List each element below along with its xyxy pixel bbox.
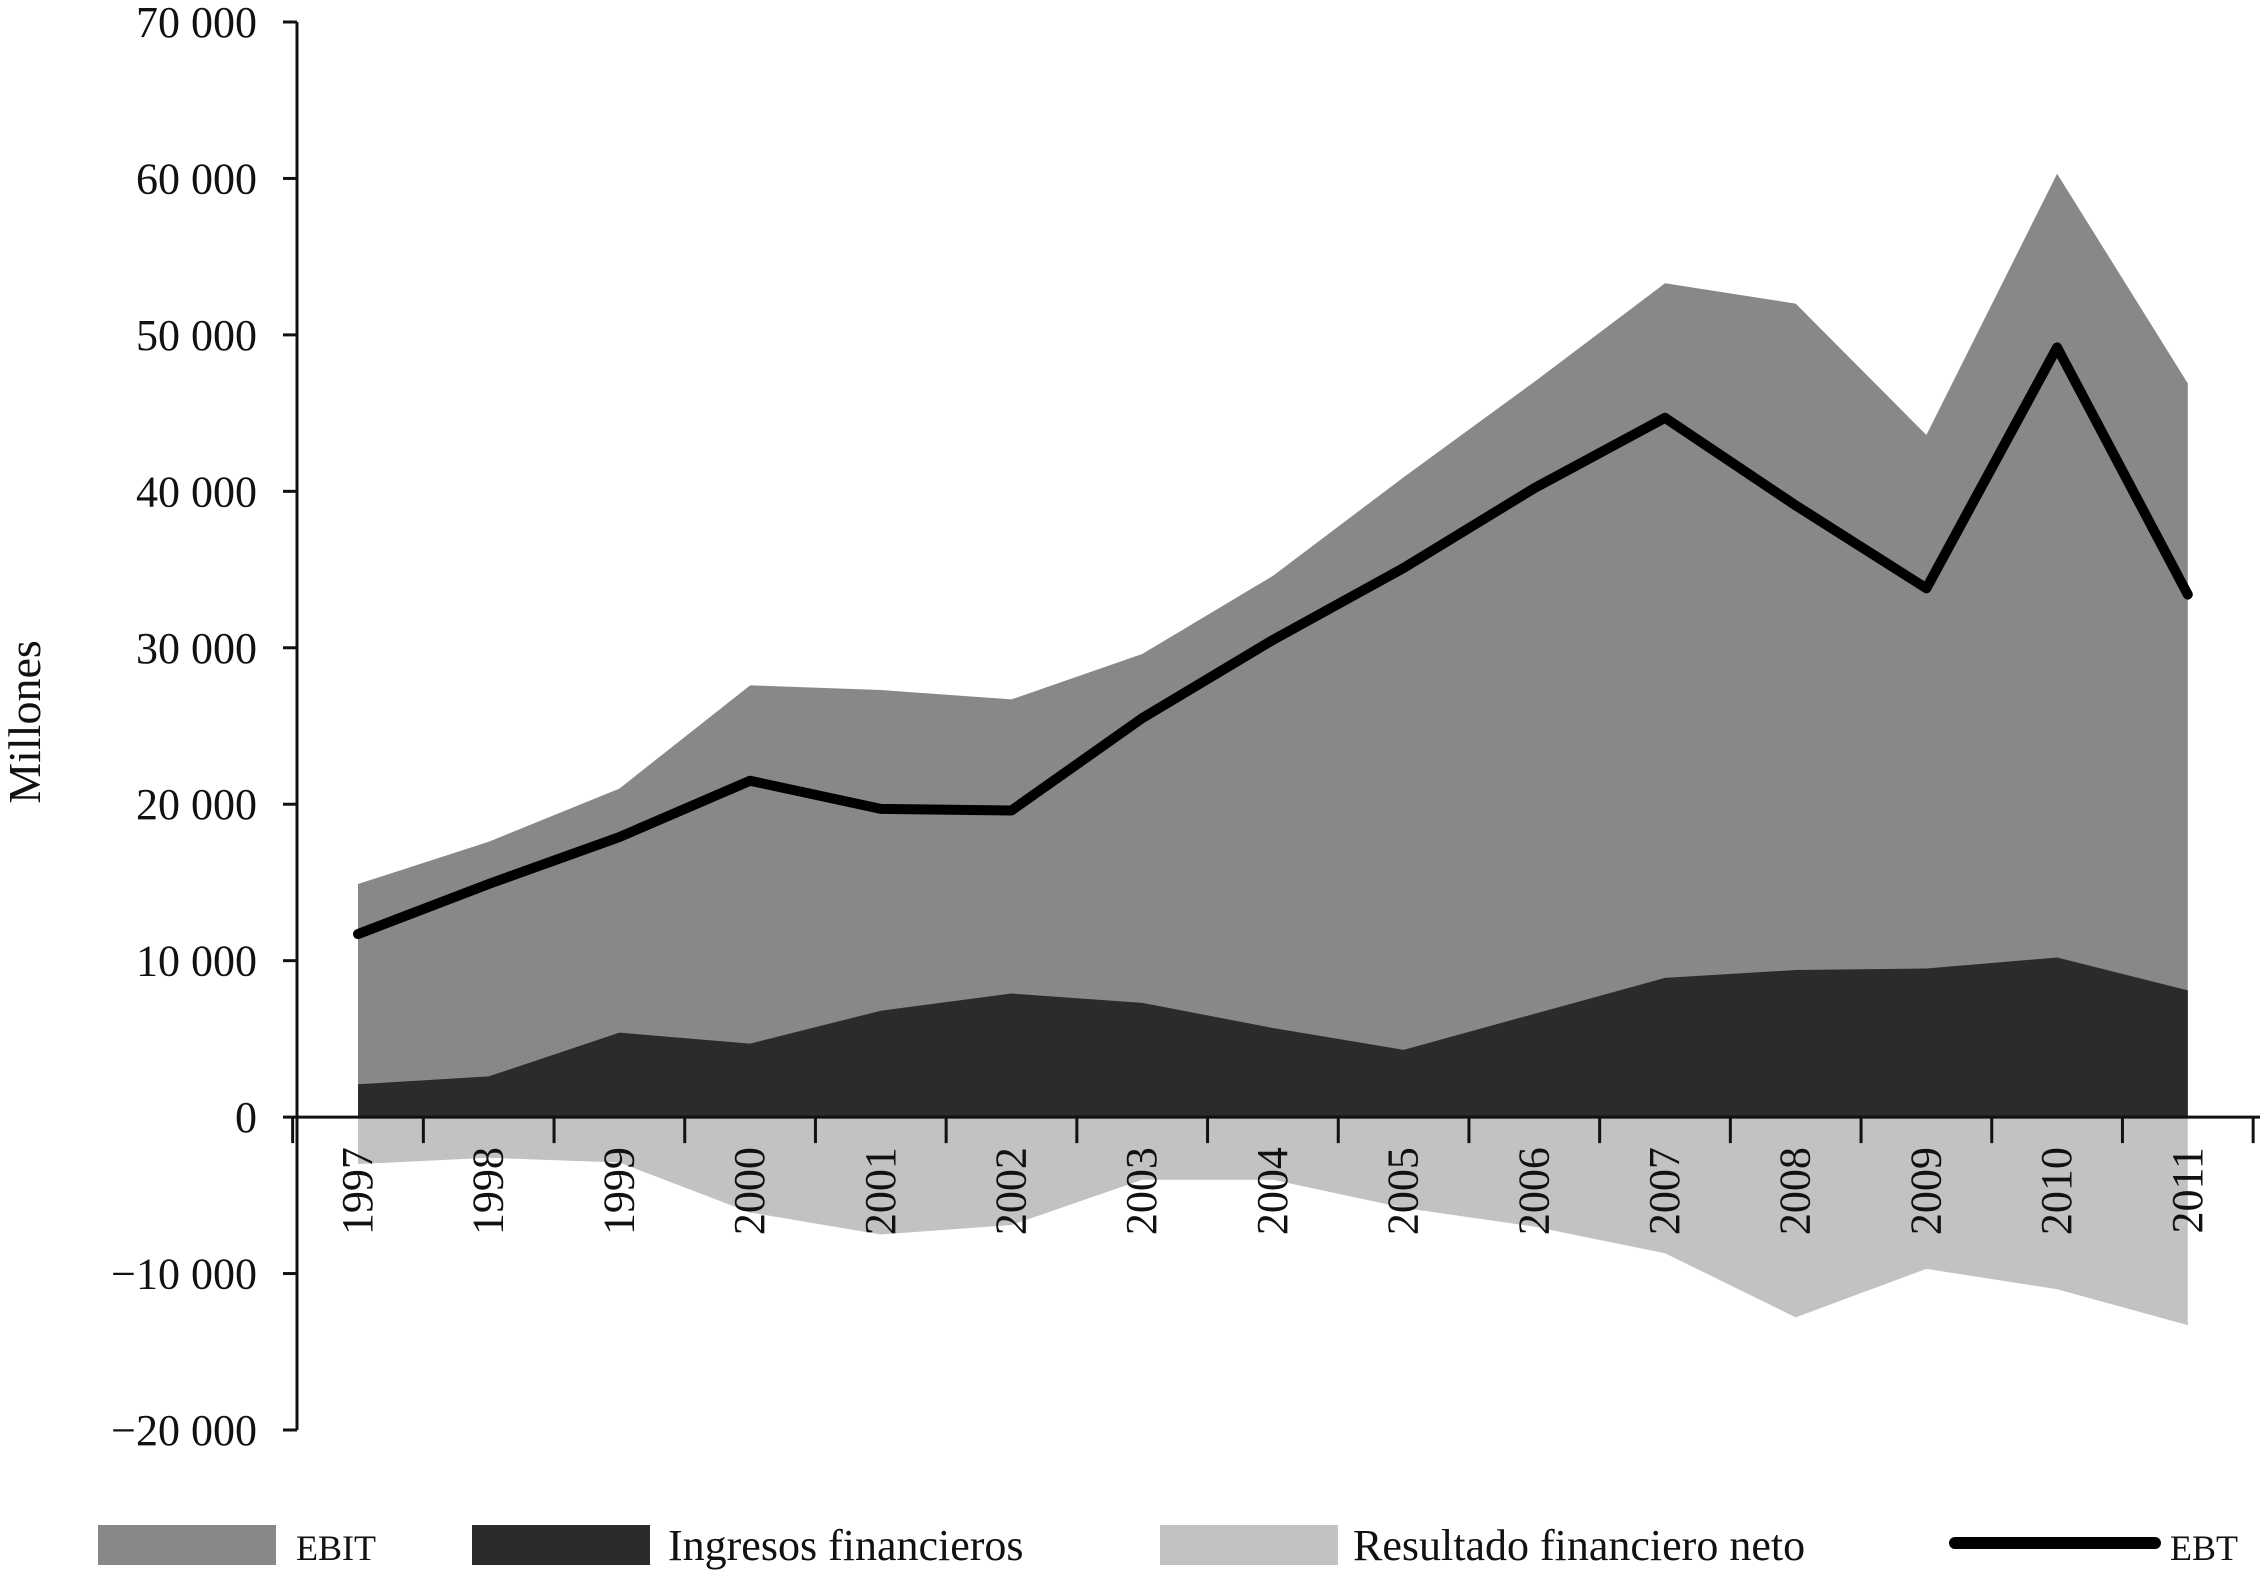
- legend-ebit-label: EBIT: [296, 1528, 376, 1568]
- x-tick-label-2010: 2010: [2032, 1147, 2081, 1235]
- x-tick-label-2004: 2004: [1248, 1147, 1297, 1235]
- x-tick-label-1997: 1997: [333, 1147, 382, 1235]
- y-axis-label: Millones: [0, 640, 50, 804]
- y-tick-label: 40 000: [136, 467, 257, 516]
- y-tick-label: −10 000: [111, 1250, 257, 1299]
- x-tick-layer: 1997 1998 1999 2000 2001 2002 2003 2004 2005 2006…: [291, 1117, 2255, 1235]
- legend-resultado-financiero-neto-label: Resultado financiero neto: [1353, 1521, 1805, 1570]
- y-tick-label: 70 000: [136, 0, 257, 47]
- legend-ingresos-financieros-label: Ingresos financieros: [668, 1521, 1024, 1570]
- y-tick-layer: 70 000 60 000 50 000 40 000 30 000 20 000 10 0…: [111, 0, 297, 1455]
- axes-layer: [295, 22, 2260, 1430]
- y-tick-label: 20 000: [136, 780, 257, 829]
- y-tick-label: 0: [235, 1093, 257, 1142]
- legend-resultado-financiero-neto-swatch: [1160, 1525, 1338, 1565]
- x-tick-label-1998: 1998: [464, 1147, 513, 1235]
- ebt-line-layer: [353, 342, 2193, 940]
- legend-ebit-swatch: [98, 1525, 276, 1565]
- x-tick-label-2002: 2002: [987, 1147, 1036, 1235]
- x-tick-label-2000: 2000: [725, 1147, 774, 1235]
- area-resultado-financiero-neto: [358, 1117, 2188, 1326]
- area-ingresos-financieros: [358, 957, 2188, 1118]
- x-tick-label-2011: 2011: [2163, 1147, 2212, 1233]
- legend-ingresos-financieros-swatch: [472, 1525, 650, 1565]
- y-tick-label: −20 000: [111, 1406, 257, 1455]
- x-tick-label-2008: 2008: [1771, 1147, 1820, 1235]
- y-tick-label: 30 000: [136, 624, 257, 673]
- legend: EBIT Ingresos financieros Resultado financ…: [98, 1521, 2238, 1570]
- x-tick-label-1999: 1999: [594, 1147, 643, 1235]
- x-tick-label-2006: 2006: [1509, 1147, 1558, 1235]
- y-tick-label: 60 000: [136, 154, 257, 203]
- x-tick-label-2005: 2005: [1379, 1147, 1428, 1235]
- y-tick-label: 10 000: [136, 937, 257, 986]
- legend-ebt-label: EBT: [2170, 1528, 2238, 1568]
- x-tick-label-2007: 2007: [1640, 1147, 1689, 1235]
- x-tick-label-2009: 2009: [1901, 1147, 1950, 1235]
- line-ebt: [353, 342, 2193, 940]
- x-tick-label-2001: 2001: [856, 1147, 905, 1235]
- y-tick-label: 50 000: [136, 311, 257, 360]
- x-tick-label-2003: 2003: [1117, 1147, 1166, 1235]
